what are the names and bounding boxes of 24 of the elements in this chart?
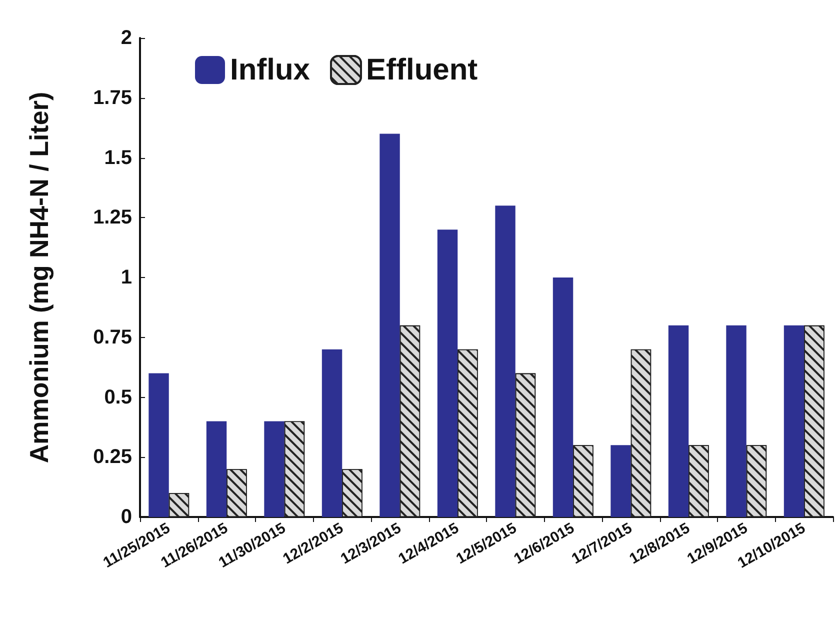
- bar: [322, 349, 342, 517]
- y-tick-label: 0.25: [93, 446, 132, 468]
- y-tick-label: 0: [120, 506, 132, 528]
- y-tick-label: 2: [120, 27, 132, 49]
- bar: [495, 206, 516, 517]
- bar: [726, 325, 746, 517]
- y-tick-label: 0.75: [93, 326, 132, 348]
- y-axis-title: Ammonium (mg NH4-N / Liter): [24, 92, 54, 464]
- legend-label: Effluent: [366, 54, 478, 86]
- y-tick-label: 1.75: [93, 86, 132, 109]
- y-tick-label: 1.25: [93, 206, 132, 229]
- legend-label: Influx: [230, 54, 310, 86]
- y-tick-label: 1.5: [104, 146, 132, 169]
- bar: [148, 373, 169, 517]
- bar: [610, 445, 631, 517]
- y-tick-label: 1: [120, 266, 132, 288]
- y-tick-label: 0.5: [104, 386, 132, 408]
- bar: [784, 325, 804, 517]
- bar: [552, 278, 574, 517]
- bar: [668, 325, 689, 517]
- bar: [437, 230, 458, 517]
- bar: [264, 421, 284, 517]
- bar: [380, 134, 400, 517]
- bar: [206, 421, 227, 517]
